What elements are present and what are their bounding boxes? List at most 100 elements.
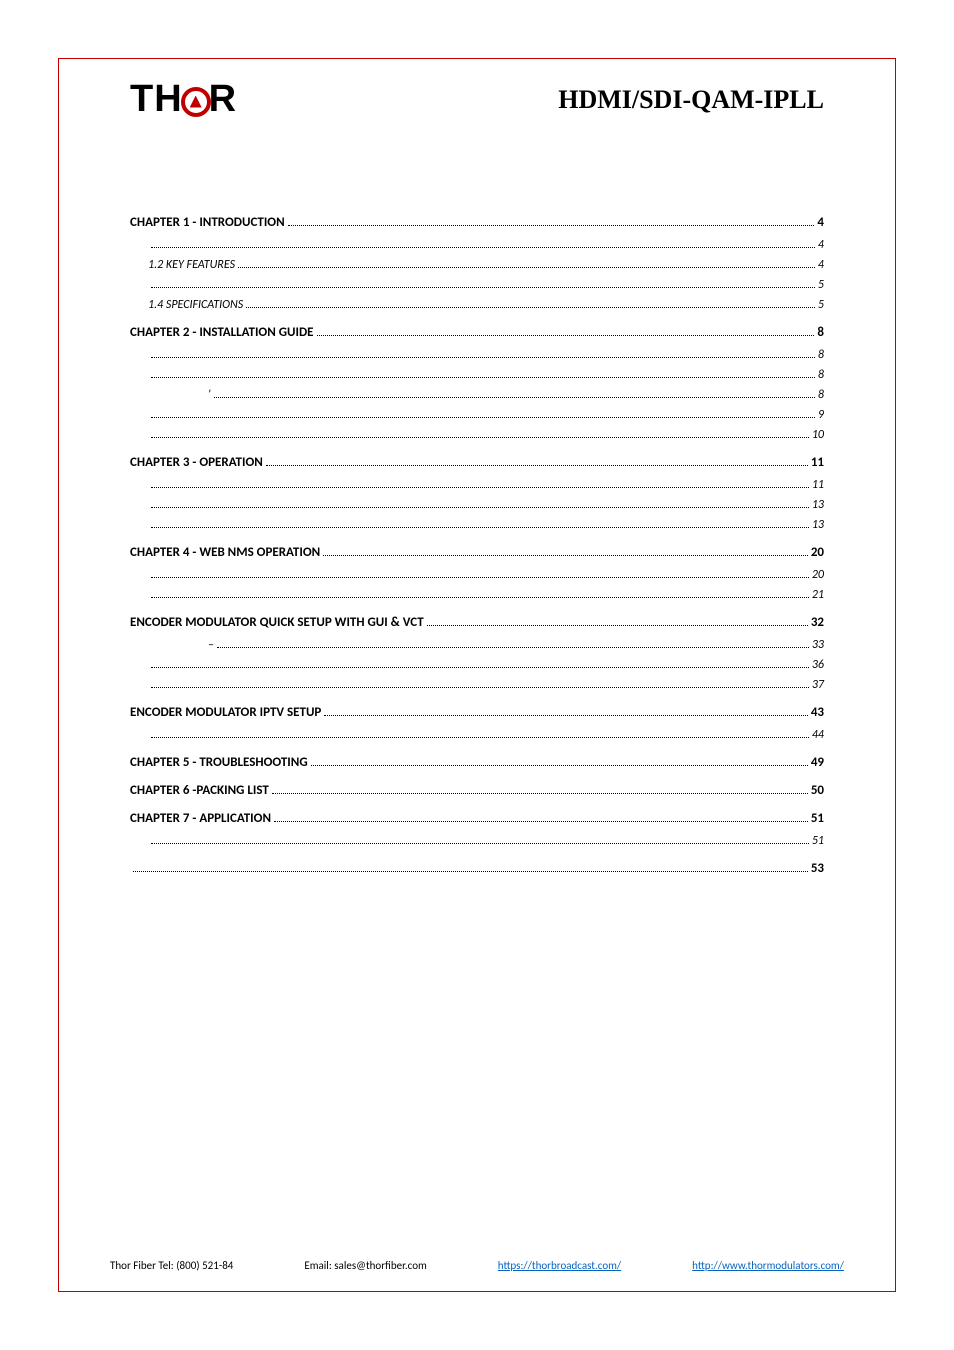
toc-row: 5 (130, 278, 824, 292)
toc-page-number: 33 (812, 638, 824, 652)
toc-row: CHAPTER 2 - INSTALLATION GUIDE8 (130, 325, 824, 340)
toc-row: ENCODER MODULATOR IPTV SETUP 43 (130, 705, 824, 720)
toc-leader-dots (151, 437, 809, 438)
document-title: HDMI/SDI-QAM-IPLL (558, 85, 824, 115)
toc-leader-dots (274, 821, 808, 822)
footer-link-broadcast[interactable]: https://thorbroadcast.com/ (498, 1259, 621, 1272)
toc-page-number: 37 (812, 678, 824, 692)
toc-row: 13 (130, 498, 824, 512)
toc-leader-dots (151, 687, 809, 688)
toc-row: CHAPTER 4 - WEB NMS OPERATION 20 (130, 545, 824, 560)
toc-leader-dots (317, 335, 815, 336)
table-of-contents: CHAPTER 1 - INTRODUCTION441.2 KEY FEATUR… (130, 215, 824, 884)
toc-entry-label: ' (148, 388, 211, 402)
toc-page-number: 4 (818, 258, 824, 272)
toc-leader-dots (311, 765, 808, 766)
toc-page-number: 5 (818, 298, 824, 312)
toc-leader-dots (151, 507, 809, 508)
toc-page-number: 36 (812, 658, 824, 672)
toc-row: 11 (130, 478, 824, 492)
toc-row: 53 (130, 861, 824, 876)
logo-o-icon (181, 87, 211, 117)
toc-row: 9 (130, 408, 824, 422)
toc-row: 8 (130, 368, 824, 382)
toc-leader-dots (151, 247, 815, 248)
toc-leader-dots (288, 225, 815, 226)
toc-leader-dots (133, 871, 808, 872)
logo-text-prefix: TH (130, 78, 183, 121)
toc-row: 10 (130, 428, 824, 442)
toc-entry-label: CHAPTER 6 -PACKING LIST (130, 783, 269, 798)
toc-entry-label: CHAPTER 7 - APPLICATION (130, 811, 271, 826)
toc-leader-dots (151, 487, 809, 488)
toc-row: – 33 (130, 638, 824, 652)
toc-leader-dots (151, 843, 809, 844)
toc-row: 20 (130, 568, 824, 582)
toc-page-number: 8 (818, 368, 824, 382)
toc-page-number: 32 (811, 615, 824, 630)
toc-row: 13 (130, 518, 824, 532)
toc-row: 4 (130, 238, 824, 252)
toc-entry-label: CHAPTER 5 - TROUBLESHOOTING (130, 755, 308, 770)
footer-phone: Thor Fiber Tel: (800) 521-84 (110, 1259, 233, 1272)
logo-text-suffix: R (209, 78, 237, 121)
toc-leader-dots (214, 397, 815, 398)
toc-page-number: 51 (812, 834, 824, 848)
toc-page-number: 11 (812, 478, 824, 492)
toc-entry-label: – (148, 638, 214, 652)
toc-leader-dots (324, 715, 807, 716)
toc-leader-dots (323, 555, 808, 556)
toc-page-number: 51 (811, 811, 824, 826)
toc-row: 1.2 KEY FEATURES4 (130, 258, 824, 272)
toc-leader-dots (427, 625, 808, 626)
toc-page-number: 4 (818, 238, 824, 252)
toc-leader-dots (151, 377, 815, 378)
toc-row: 44 (130, 728, 824, 742)
toc-row: CHAPTER 6 -PACKING LIST 50 (130, 783, 824, 798)
toc-row: ENCODER MODULATOR QUICK SETUP WITH GUI &… (130, 615, 824, 630)
toc-row: CHAPTER 5 - TROUBLESHOOTING 49 (130, 755, 824, 770)
toc-page-number: 11 (811, 455, 824, 470)
footer-email: Email: sales@thorfiber.com (304, 1259, 426, 1272)
toc-row: 51 (130, 834, 824, 848)
logo: TH R (130, 78, 237, 121)
footer-link-modulators[interactable]: http://www.thormodulators.com/ (692, 1259, 844, 1272)
toc-row: '8 (130, 388, 824, 402)
toc-leader-dots (151, 667, 809, 668)
page-header: TH R HDMI/SDI-QAM-IPLL (130, 78, 824, 121)
toc-page-number: 9 (818, 408, 824, 422)
toc-page-number: 44 (812, 728, 824, 742)
toc-entry-label: CHAPTER 4 - WEB NMS OPERATION (130, 545, 320, 560)
toc-page-number: 43 (811, 705, 824, 720)
toc-leader-dots (246, 307, 815, 308)
toc-row: 1.4 SPECIFICATIONS5 (130, 298, 824, 312)
toc-leader-dots (272, 793, 808, 794)
toc-row: 36 (130, 658, 824, 672)
toc-page-number: 49 (811, 755, 824, 770)
toc-leader-dots (151, 597, 809, 598)
toc-page-number: 20 (811, 545, 824, 560)
toc-leader-dots (151, 417, 815, 418)
toc-entry-label: ENCODER MODULATOR IPTV SETUP (130, 705, 321, 720)
toc-leader-dots (238, 267, 815, 268)
toc-leader-dots (266, 465, 808, 466)
toc-entry-label: CHAPTER 1 - INTRODUCTION (130, 215, 285, 230)
toc-row: 8 (130, 348, 824, 362)
toc-page-number: 13 (812, 498, 824, 512)
toc-page-number: 10 (812, 428, 824, 442)
toc-page-number: 8 (818, 348, 824, 362)
page-footer: Thor Fiber Tel: (800) 521-84 Email: sale… (110, 1259, 844, 1272)
toc-row: 37 (130, 678, 824, 692)
toc-page-number: 8 (818, 388, 824, 402)
toc-page-number: 50 (811, 783, 824, 798)
toc-entry-label: CHAPTER 2 - INSTALLATION GUIDE (130, 325, 314, 340)
toc-leader-dots (151, 527, 809, 528)
toc-page-number: 5 (818, 278, 824, 292)
toc-leader-dots (217, 647, 809, 648)
toc-leader-dots (151, 577, 809, 578)
toc-leader-dots (151, 737, 809, 738)
toc-leader-dots (151, 287, 815, 288)
toc-row: 21 (130, 588, 824, 602)
toc-page-number: 13 (812, 518, 824, 532)
toc-entry-label: ENCODER MODULATOR QUICK SETUP WITH GUI &… (130, 615, 424, 630)
